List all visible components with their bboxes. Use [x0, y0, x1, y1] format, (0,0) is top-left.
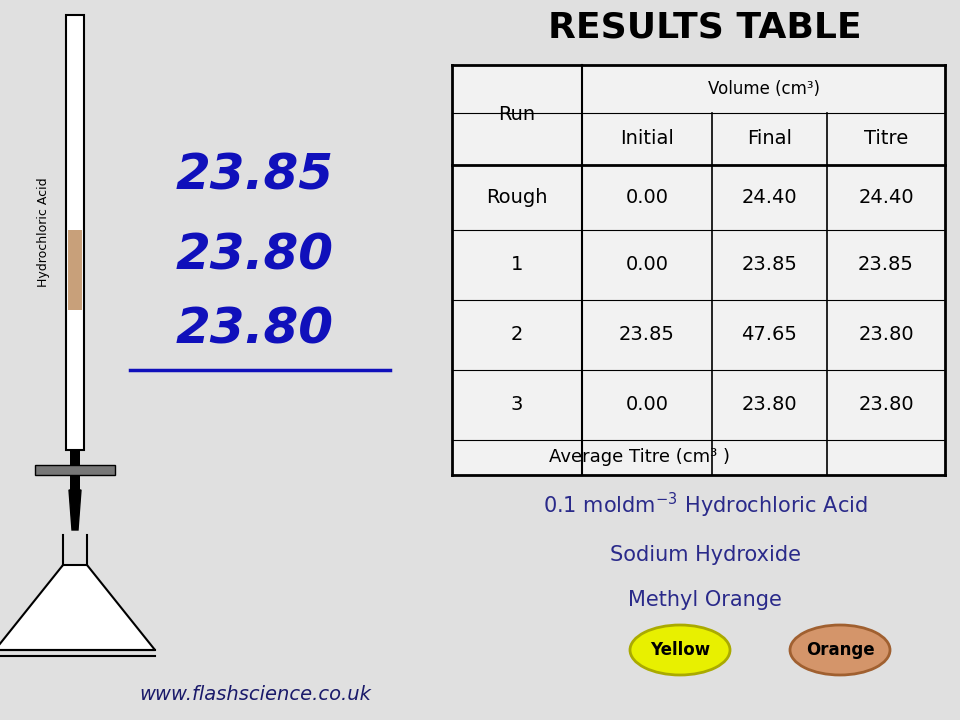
- Text: 23.85: 23.85: [858, 256, 914, 274]
- Text: Initial: Initial: [620, 130, 674, 148]
- Text: 0.00: 0.00: [626, 256, 668, 274]
- Bar: [452, 65, 945, 475]
- Text: Hydrochloric Acid: Hydrochloric Acid: [37, 178, 51, 287]
- Text: Sodium Hydroxide: Sodium Hydroxide: [610, 545, 801, 565]
- Text: 23.80: 23.80: [176, 231, 334, 279]
- Ellipse shape: [790, 625, 890, 675]
- Text: 0.1 moldm$^{-3}$ Hydrochloric Acid: 0.1 moldm$^{-3}$ Hydrochloric Acid: [542, 490, 867, 520]
- Text: Average Titre (cm³ ): Average Titre (cm³ ): [549, 449, 730, 467]
- Text: 23.80: 23.80: [742, 395, 798, 415]
- Text: Rough: Rough: [487, 188, 548, 207]
- Text: 23.85: 23.85: [176, 151, 334, 199]
- Text: Methyl Orange: Methyl Orange: [628, 590, 782, 610]
- Text: Volume (cm³): Volume (cm³): [708, 80, 820, 98]
- Text: 2: 2: [511, 325, 523, 344]
- Polygon shape: [0, 565, 155, 650]
- Text: 47.65: 47.65: [741, 325, 798, 344]
- Text: 23.85: 23.85: [619, 325, 675, 344]
- Text: 23.80: 23.80: [176, 306, 334, 354]
- Bar: [70, 450, 80, 490]
- Text: www.flashscience.co.uk: www.flashscience.co.uk: [139, 685, 371, 704]
- Text: 0.00: 0.00: [626, 395, 668, 415]
- Text: 24.40: 24.40: [858, 188, 914, 207]
- Text: RESULTS TABLE: RESULTS TABLE: [548, 11, 862, 45]
- Text: 23.85: 23.85: [741, 256, 798, 274]
- Polygon shape: [69, 490, 81, 530]
- Text: 24.40: 24.40: [742, 188, 798, 207]
- Text: Final: Final: [747, 130, 792, 148]
- Text: 3: 3: [511, 395, 523, 415]
- Bar: [68, 230, 82, 310]
- Bar: [66, 15, 84, 450]
- Text: Titre: Titre: [864, 130, 908, 148]
- Text: Run: Run: [498, 106, 536, 125]
- Text: 23.80: 23.80: [858, 395, 914, 415]
- Text: Orange: Orange: [805, 641, 875, 659]
- Text: 1: 1: [511, 256, 523, 274]
- Text: Yellow: Yellow: [650, 641, 710, 659]
- Ellipse shape: [630, 625, 730, 675]
- Text: 23.80: 23.80: [858, 325, 914, 344]
- Text: 0.00: 0.00: [626, 188, 668, 207]
- Bar: [35, 465, 115, 475]
